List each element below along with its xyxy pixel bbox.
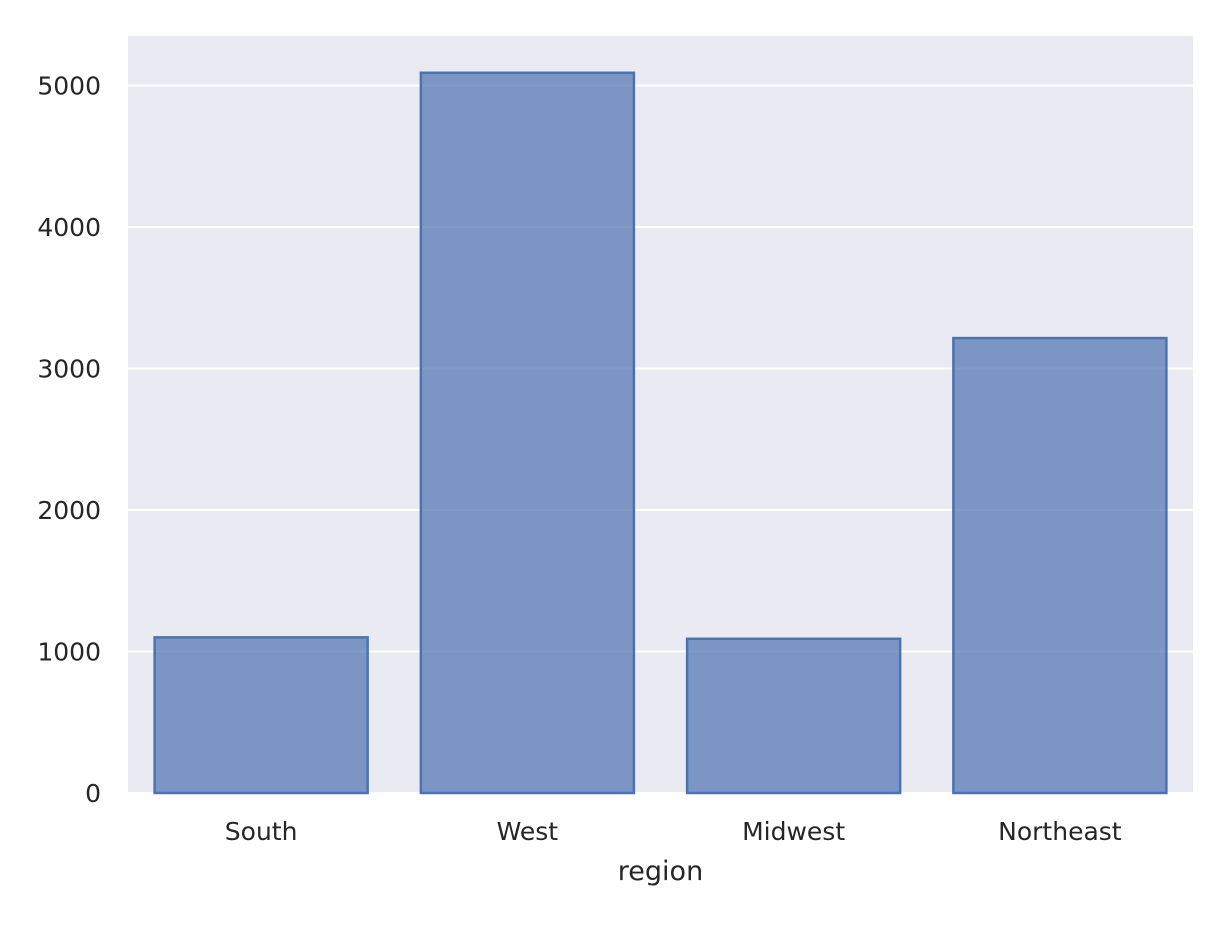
bar-midwest [685, 637, 902, 795]
bar-west [419, 71, 636, 795]
x-tick-label: Midwest [742, 817, 845, 846]
y-tick-label: 1000 [37, 638, 101, 667]
y-tick-labels: 0 1000 2000 3000 4000 5000 [37, 72, 101, 808]
y-tick-label: 4000 [37, 213, 101, 242]
bar-northeast [952, 336, 1168, 795]
y-tick-label: 5000 [37, 72, 101, 101]
bar-south [153, 636, 369, 795]
x-tick-label: West [497, 817, 559, 846]
y-tick-label: 0 [85, 779, 101, 808]
bars [153, 71, 1168, 795]
x-tick-label: Northeast [998, 817, 1122, 846]
x-tick-labels: South West Midwest Northeast [225, 817, 1122, 846]
y-tick-label: 3000 [37, 355, 101, 384]
y-tick-label: 2000 [37, 496, 101, 525]
x-tick-label: South [225, 817, 298, 846]
x-axis-label: region [618, 856, 703, 887]
